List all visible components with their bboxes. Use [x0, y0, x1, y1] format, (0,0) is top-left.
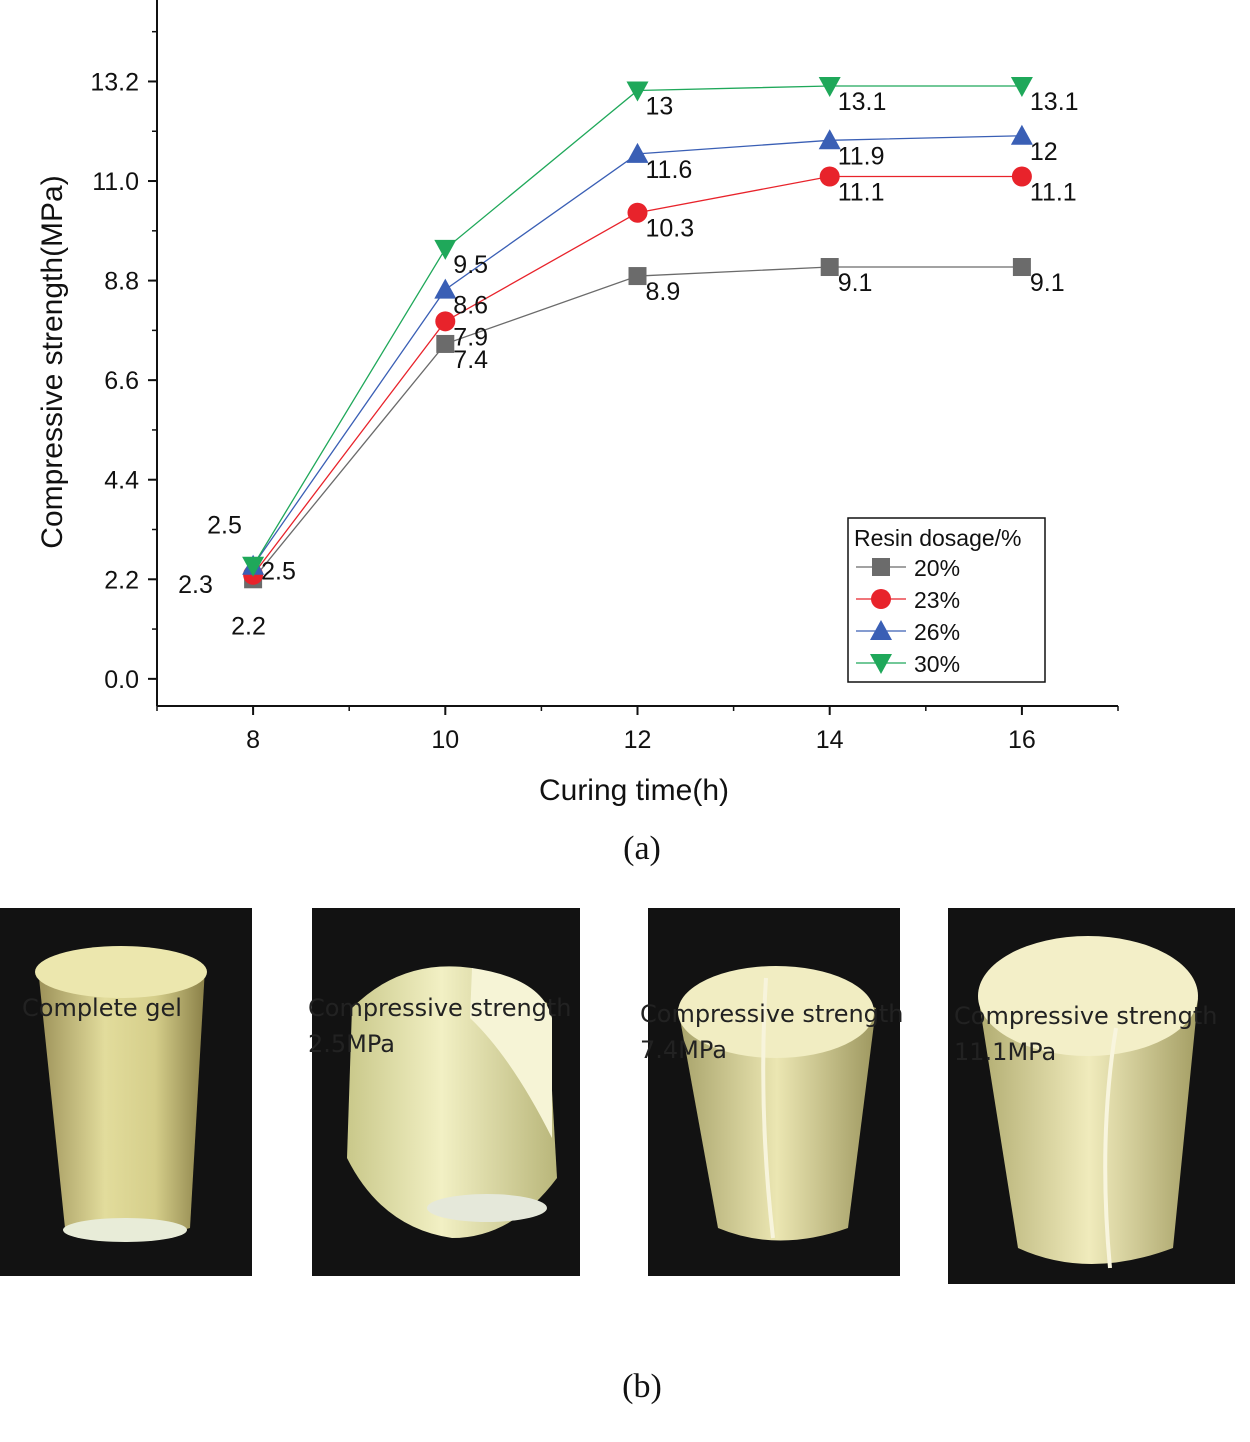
data-point — [628, 267, 647, 286]
data-point — [434, 239, 457, 260]
data-point — [627, 202, 648, 223]
x-tick-label: 14 — [816, 726, 844, 754]
data-label: 11.6 — [646, 156, 693, 184]
caption-a: (a) — [623, 830, 661, 867]
data-point — [818, 129, 841, 150]
data-label: 11.1 — [1030, 179, 1077, 207]
data-label: 11.9 — [838, 142, 885, 170]
data-point — [1012, 258, 1031, 277]
data-label: 9.1 — [838, 269, 873, 297]
x-tick-label: 12 — [624, 726, 652, 754]
y-axis-title: Compressive strength(MPa) — [36, 175, 69, 548]
data-label: 13.1 — [838, 88, 887, 116]
data-point — [435, 311, 456, 332]
legend-label: 23% — [914, 587, 960, 613]
compressive-strength-chart: 0.0 2.2 4.4 6.6 8.8 11.0 13.2 8 10 12 14 16 Curing t… — [36, 0, 1119, 807]
legend-marker — [872, 558, 890, 576]
data-point — [820, 258, 839, 277]
data-point — [434, 278, 457, 299]
y-tick-label: 13.2 — [90, 68, 139, 96]
data-label: 2.3 — [178, 571, 213, 599]
data-label: 2.2 — [231, 612, 266, 640]
photo-7-4mpa — [648, 908, 900, 1276]
data-label: 9.5 — [453, 251, 488, 279]
data-label: 11.1 — [838, 179, 885, 207]
data-point — [818, 76, 841, 97]
y-tick-label: 4.4 — [104, 467, 139, 495]
x-tick-label: 10 — [431, 726, 459, 754]
data-point — [626, 142, 649, 163]
x-tick-label: 16 — [1008, 726, 1036, 754]
legend-label: 26% — [914, 619, 960, 645]
data-label: 7.9 — [453, 323, 488, 351]
data-point — [242, 556, 265, 577]
data-point — [1010, 124, 1033, 145]
x-tick-label: 8 — [246, 726, 260, 754]
data-point — [1010, 76, 1033, 97]
data-point — [819, 166, 840, 187]
photo-complete-gel — [0, 908, 252, 1276]
data-point — [436, 334, 455, 353]
photo-label-2-5mpa: Compressive strength 2.5MPa — [308, 994, 572, 1058]
data-label: 7.4 — [453, 346, 488, 374]
data-label: 2.5 — [261, 558, 296, 586]
y-tick-label: 11.0 — [92, 168, 139, 196]
photo-label-complete-gel: Complete gel — [22, 994, 182, 1022]
data-label: 8.9 — [646, 278, 681, 306]
legend-marker — [871, 589, 891, 609]
y-tick-label: 6.6 — [104, 367, 139, 395]
x-axis-title: Curing time(h) — [539, 774, 729, 807]
legend-label: 20% — [914, 555, 960, 581]
data-label: 9.1 — [1030, 269, 1065, 297]
series-line-26pct — [252, 135, 1022, 567]
data-label: 13.1 — [1030, 88, 1079, 116]
y-tick-label: 2.2 — [104, 566, 139, 594]
data-label: 10.3 — [646, 215, 695, 243]
data-label: 12 — [1030, 138, 1058, 166]
legend-title: Resin dosage/% — [854, 525, 1022, 551]
photo-2-5mpa — [312, 908, 580, 1276]
legend-label: 30% — [914, 651, 960, 677]
y-tick-label: 0.0 — [104, 666, 139, 694]
data-label: 13 — [646, 93, 674, 121]
data-label: 8.6 — [453, 292, 488, 320]
photo-11-1mpa — [948, 908, 1235, 1284]
data-point — [1011, 166, 1032, 187]
legend-marker — [870, 620, 892, 640]
y-tick-label: 8.8 — [104, 268, 139, 296]
photo-label-7-4mpa: Compressive strength 7.4MPa — [640, 1000, 904, 1064]
data-point — [626, 81, 649, 102]
caption-b: (b) — [622, 1368, 662, 1405]
photo-label-11-1mpa: Compressive strength 11.1MPa — [954, 1002, 1218, 1066]
data-label: 2.5 — [207, 512, 242, 540]
legend-marker — [870, 654, 892, 674]
